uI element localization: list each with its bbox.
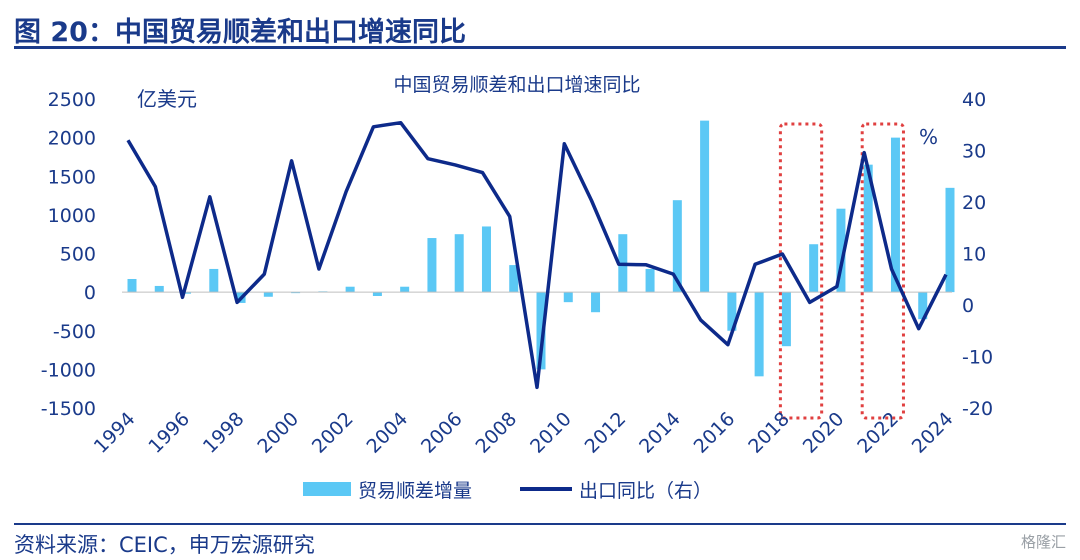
x-tick-label: 2018 [744,408,794,458]
legend-label-bar: 贸易顺差增量 [358,480,472,502]
x-tick-label: 2002 [308,408,358,458]
watermark: 格隆汇 [1020,533,1066,551]
bar [372,292,382,296]
left-tick-label: 1500 [48,166,96,188]
x-tick-label: 2000 [253,408,303,458]
right-tick-label: 40 [962,89,986,111]
figure-title: 图 20：中国贸易顺差和出口增速同比 [14,17,466,48]
x-tick-label: 2010 [526,408,576,458]
left-tick-label: -1500 [41,398,96,420]
right-tick-label: 20 [962,192,986,214]
bar [890,137,900,293]
left-tick-label: 2500 [48,89,96,111]
chart-title: 中国贸易顺差和出口增速同比 [393,74,640,96]
bar [563,292,573,303]
bar [754,292,764,377]
bar [454,234,464,293]
left-tick-label: 1000 [48,205,96,227]
left-tick-label: -1000 [41,359,96,381]
source-rule [14,523,1066,525]
left-tick-label: 500 [60,244,96,266]
legend-label-line: 出口同比（右） [579,480,712,502]
left-axis-unit: 亿美元 [137,87,197,111]
x-tick-label: 2004 [362,408,412,458]
x-tick-label: 2022 [853,408,903,458]
x-tick-label: 2008 [472,408,522,458]
left-tick-label: 2000 [48,128,96,150]
bar [209,268,219,293]
x-tick-label: 2024 [908,408,958,458]
bar [809,244,819,293]
bar [263,292,273,297]
right-tick-label: 0 [962,295,974,317]
right-tick-label: 30 [962,141,986,163]
bar [400,286,410,293]
bar [127,278,137,293]
bar [345,286,355,293]
right-tick-label: 10 [962,244,986,266]
x-tick-label: 1996 [144,408,194,458]
x-tick-label: 1994 [90,408,140,458]
bar [645,268,655,293]
right-axis-unit: % [919,125,938,149]
right-tick-label: -20 [962,398,993,420]
left-tick-label: -500 [53,321,96,343]
bar [672,200,682,293]
bar [945,187,955,293]
x-tick-label: 1998 [199,408,249,458]
title-rule [14,46,1066,49]
bar [536,292,546,370]
source-note: 资料来源：CEIC，申万宏源研究 [14,533,315,557]
bar [427,238,437,293]
bar [182,292,192,294]
bar [591,292,601,313]
bar [509,265,519,293]
export-growth-line [126,120,948,390]
right-tick-label: -10 [962,347,993,369]
bar [481,226,491,293]
left-tick-label: 0 [84,282,96,304]
bar [836,208,846,293]
bar [863,164,873,293]
bar [700,120,710,293]
legend-swatch-bar [303,482,351,496]
highlight-box [860,122,905,420]
x-tick-label: 2014 [635,408,685,458]
x-tick-label: 2006 [417,408,467,458]
bar [918,292,928,320]
x-tick-label: 2016 [690,408,740,458]
x-tick-label: 2012 [581,408,631,458]
highlight-box [778,122,824,420]
x-tick-label: 2020 [799,408,849,458]
bar [781,292,791,347]
bar [727,292,737,331]
bar [154,285,164,293]
